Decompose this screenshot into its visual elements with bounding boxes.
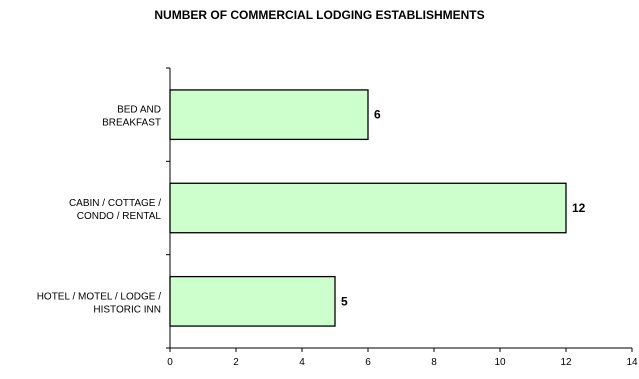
category-label-line: BREAKFAST (102, 118, 161, 129)
data-label: 6 (374, 108, 381, 122)
bar (169, 275, 336, 327)
x-tick-label: 6 (365, 357, 371, 368)
x-tick-label: 14 (626, 357, 638, 368)
x-tick-label: 10 (494, 357, 506, 368)
category-label-line: BED AND (117, 105, 161, 116)
category-label-line: HISTORIC INN (93, 304, 161, 315)
category-label: BED AND BREAKFAST (102, 105, 161, 129)
x-tick-label: 12 (560, 357, 572, 368)
x-tick-label: 2 (233, 357, 239, 368)
category-label-line: CONDO / RENTAL (77, 211, 162, 222)
x-tick-label: 8 (431, 357, 437, 368)
data-label: 5 (341, 294, 348, 308)
labels: 0 2 4 6 8 10 12 14 6 BED AND BREAKFAST 12 CABIN / CO… (37, 105, 638, 368)
category-label: HOTEL / MOTEL / LODGE / HISTORIC INN (37, 291, 162, 315)
category-label: CABIN / COTTAGE / CONDO / RENTAL (69, 198, 161, 222)
chart-title: NUMBER OF COMMERCIAL LODGING ESTABLISHME… (154, 8, 485, 22)
data-label: 12 (572, 201, 586, 215)
bars (169, 89, 567, 327)
bar (169, 182, 567, 234)
category-label-line: HOTEL / MOTEL / LODGE / (37, 291, 162, 302)
bar (169, 89, 369, 141)
x-tick-label: 0 (167, 357, 173, 368)
category-label-line: CABIN / COTTAGE / (69, 198, 161, 209)
x-tick-label: 4 (299, 357, 305, 368)
